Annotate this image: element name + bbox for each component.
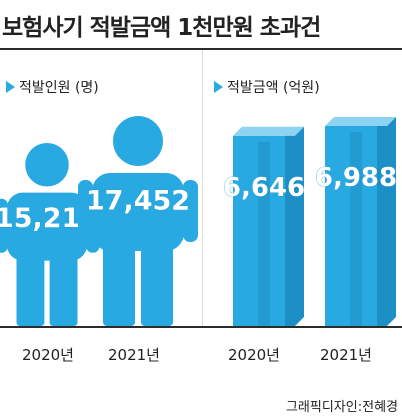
baseline-axis [0,326,402,328]
bar-depth [295,126,304,326]
right-panel-subtitle: 적발금액 (억원) [214,77,320,97]
triangle-marker-icon [214,81,223,93]
page-title: 보험사기 적발금액 1천만원 초과건 [2,15,321,41]
bar-top [233,126,304,136]
person-icon-part [78,180,93,242]
bar-side [285,135,295,326]
person-icon-part [92,173,184,251]
subtitle-text: 적발인원 (명) [19,80,99,96]
data-label: 6,988 [315,163,397,193]
person-icon-part [49,251,78,326]
x-tick-label: 2021년 [108,346,160,364]
bar-groove [258,141,270,326]
title-rule [0,48,402,50]
subtitle-text: 적발금액 (억원) [227,80,320,96]
data-label: 6,646 [223,173,305,203]
person-icon-part [141,240,173,326]
person-icon-part [6,192,88,261]
bar-side [377,126,387,326]
data-label: 17,452 [86,186,190,217]
person-icon-part [183,180,198,242]
person-icon-part [113,116,163,166]
person-icon-part [16,251,45,326]
person-icon [78,116,198,326]
bar-top [325,117,396,126]
person-icon-part [0,198,8,253]
panel-divider [202,50,203,327]
graphic-credit: 그래픽디자인:전혜경 [285,400,398,415]
x-tick-label: 2020년 [228,346,280,364]
triangle-marker-icon [6,81,15,93]
person-icon-part [103,240,135,326]
bar-groove [350,132,362,326]
bar-depth [387,117,396,326]
x-tick-label: 2021년 [320,346,372,364]
left-panel-subtitle: 적발인원 (명) [6,77,99,97]
person-icon-part [25,142,69,187]
x-tick-label: 2020년 [22,346,74,364]
